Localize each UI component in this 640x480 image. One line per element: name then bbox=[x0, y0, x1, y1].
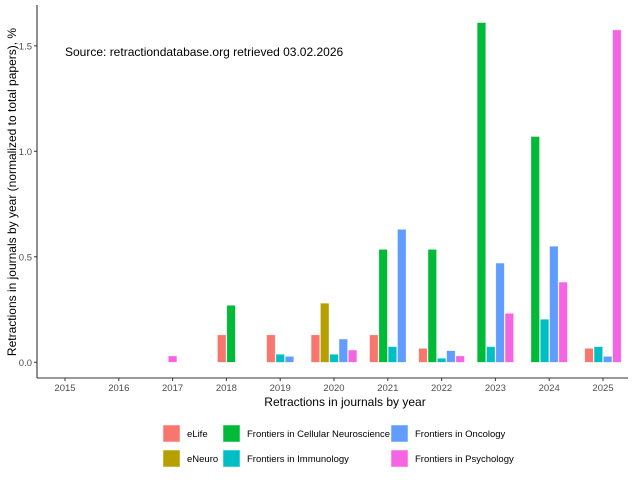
y-axis-title: Retractions in journals by year (normali… bbox=[5, 28, 19, 356]
legend-item: Frontiers in Psychology bbox=[390, 449, 514, 468]
legend: eLife eNeuro Frontiers in Cellular Neurosc… bbox=[162, 424, 514, 468]
y-tick-label: 0.0 bbox=[19, 358, 32, 369]
bar-2020-elife bbox=[310, 334, 320, 363]
x-tick-label: 2017 bbox=[162, 383, 183, 394]
x-tick-label: 2016 bbox=[108, 383, 129, 394]
bar-2021-frontiers-in-cellular-neuroscience bbox=[378, 249, 388, 363]
x-axis-title: Retractions in journals by year bbox=[264, 395, 425, 409]
bar-2024-frontiers-in-psychology bbox=[558, 281, 568, 363]
bar-2019-frontiers-in-immunology bbox=[275, 353, 285, 363]
bar-2025-frontiers-in-psychology bbox=[612, 29, 622, 363]
legend-label: Frontiers in Psychology bbox=[415, 454, 514, 465]
bar-2018-frontiers-in-cellular-neuroscience bbox=[226, 305, 236, 363]
legend-swatch bbox=[162, 424, 181, 443]
x-tick-label: 2023 bbox=[485, 383, 506, 394]
x-tick-label: 2015 bbox=[54, 383, 75, 394]
bar-2023-frontiers-in-cellular-neuroscience bbox=[476, 22, 487, 363]
legend-item: eNeuro bbox=[162, 449, 218, 468]
legend-swatch bbox=[390, 424, 409, 443]
bar-2020-frontiers-in-oncology bbox=[338, 338, 348, 363]
bar-2021-elife bbox=[369, 334, 379, 363]
bar-2023-frontiers-in-oncology bbox=[495, 262, 505, 363]
bar-2018-elife bbox=[217, 334, 227, 363]
bar-2024-frontiers-in-immunology bbox=[539, 318, 550, 363]
bar-2024-frontiers-in-oncology bbox=[549, 245, 559, 363]
bar-2025-frontiers-in-immunology bbox=[593, 346, 603, 363]
legend-item: Frontiers in Cellular Neuroscience bbox=[222, 424, 390, 443]
y-tick-label: 0.5 bbox=[19, 252, 32, 263]
legend-label: Frontiers in Immunology bbox=[247, 454, 349, 465]
bar-2023-frontiers-in-psychology bbox=[504, 313, 514, 363]
x-tick-label: 2025 bbox=[592, 383, 613, 394]
bar-2022-frontiers-in-cellular-neuroscience bbox=[427, 249, 437, 363]
bars-layer bbox=[168, 22, 622, 363]
legend-label: eLife bbox=[187, 429, 208, 440]
bar-2019-elife bbox=[266, 334, 276, 363]
legend-item: Frontiers in Oncology bbox=[390, 424, 506, 443]
bar-2019-frontiers-in-oncology bbox=[284, 356, 295, 363]
legend-item: Frontiers in Immunology bbox=[222, 449, 349, 468]
legend-label: Frontiers in Cellular Neuroscience bbox=[247, 429, 390, 440]
y-tick-label: 1.0 bbox=[19, 147, 32, 158]
legend-label: Frontiers in Oncology bbox=[415, 429, 506, 440]
x-tick-label: 2024 bbox=[539, 383, 560, 394]
legend-label: eNeuro bbox=[187, 454, 218, 465]
bar-2025-elife bbox=[584, 348, 594, 363]
y-ticks: 0.0 0.5 1.0 1.5 bbox=[19, 41, 37, 369]
x-tick-label: 2022 bbox=[431, 383, 452, 394]
legend-item: eLife bbox=[162, 424, 208, 443]
bar-2025-frontiers-in-oncology bbox=[603, 356, 613, 363]
source-annotation: Source: retractiondatabase.org retrieved… bbox=[65, 45, 344, 59]
x-ticks: 2015 2016 2017 2018 2019 2020 2021 2022 2023 2024… bbox=[54, 378, 614, 394]
legend-swatch bbox=[162, 449, 181, 468]
bar-2020-eneuro bbox=[320, 302, 330, 363]
bar-2022-frontiers-in-psychology bbox=[455, 355, 465, 363]
bar-2022-frontiers-in-immunology bbox=[437, 357, 447, 363]
legend-swatch bbox=[222, 424, 241, 443]
y-tick-label: 1.5 bbox=[19, 41, 32, 52]
bar-2021-frontiers-in-immunology bbox=[387, 346, 398, 363]
bar-2022-elife bbox=[418, 348, 428, 363]
bar-2017-frontiers-in-psychology bbox=[168, 355, 178, 363]
bar-2023-frontiers-in-immunology bbox=[486, 346, 496, 363]
bar-2024-frontiers-in-cellular-neuroscience bbox=[530, 136, 540, 363]
legend-swatch bbox=[222, 449, 241, 468]
x-tick-label: 2019 bbox=[270, 383, 291, 394]
x-tick-label: 2018 bbox=[216, 383, 237, 394]
x-tick-label: 2021 bbox=[377, 383, 398, 394]
bar-2022-frontiers-in-oncology bbox=[446, 350, 456, 363]
bar-2020-frontiers-in-psychology bbox=[348, 349, 358, 363]
bar-2020-frontiers-in-immunology bbox=[329, 353, 339, 363]
bar-2021-frontiers-in-oncology bbox=[397, 229, 407, 363]
legend-swatch bbox=[390, 449, 409, 468]
x-tick-label: 2020 bbox=[323, 383, 344, 394]
